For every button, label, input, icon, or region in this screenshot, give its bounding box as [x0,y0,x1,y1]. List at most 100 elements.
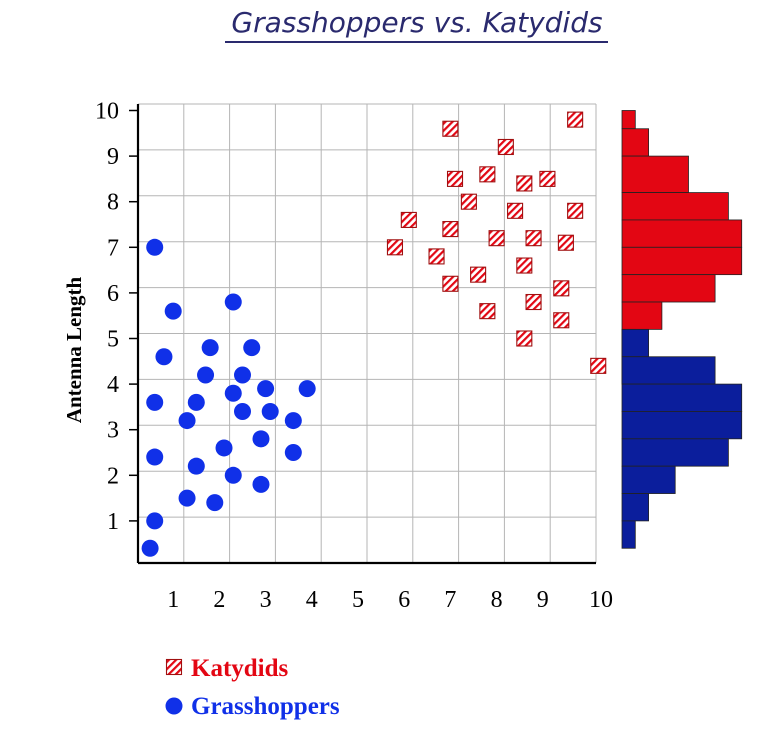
katydid-point [516,175,533,192]
grasshopper-point [146,512,164,530]
katydid-point [590,357,607,374]
katydid-histogram-bar [621,301,663,330]
katydid-point [553,312,570,329]
grasshopper-point [178,489,196,507]
grasshopper-point [197,366,215,384]
y-tick-label: 8 [107,190,119,216]
x-tick-label: 1 [167,587,179,613]
grasshopper-histogram-bar [621,356,716,385]
katydid-point [516,257,533,274]
katydid-point [539,170,556,187]
katydid-point [386,239,404,256]
katydid-point [488,230,505,247]
katydid-point [470,266,487,283]
grasshopper-point [146,448,164,466]
grasshopper-point [206,494,224,512]
grasshopper-point [243,339,261,357]
x-tick-labels: 1 2 3 4 5 6 7 8 9 10 [167,587,613,613]
katydid-histogram-bar [621,274,716,303]
grasshopper-histogram-bar [621,493,650,522]
grasshopper-point [252,430,270,448]
grasshopper-point [224,466,242,484]
axes [129,104,596,565]
grasshopper-point [298,380,316,398]
side-histogram [621,110,743,549]
y-tick-label: 4 [107,372,119,398]
grasshopper-point [141,539,159,557]
katydid-point [442,120,459,137]
grasshopper-point [164,302,182,320]
katydid-point [428,248,445,265]
y-tick-labels: 1 2 3 4 5 6 7 8 9 10 [95,99,119,535]
katydid-point [479,303,496,320]
grasshopper-point [261,402,279,420]
x-tick-label: 5 [352,587,364,613]
data-points [141,111,607,557]
y-tick-label: 5 [107,327,119,353]
y-tick-label: 1 [107,509,119,535]
katydid-point [525,230,542,247]
grasshopper-point [284,444,302,461]
y-tick-label: 7 [107,235,119,261]
x-tick-label: 7 [444,587,456,613]
katydid-histogram-bar [621,219,743,248]
grasshopper-point [146,238,164,256]
legend-grasshopper-dot [165,697,183,715]
x-tick-label: 8 [491,587,503,613]
katydid-point [507,202,524,219]
grasshopper-histogram-bar [621,465,676,494]
katydid-point [567,202,584,219]
katydid-histogram-bar [621,192,729,221]
katydid-point [525,293,542,311]
grasshopper-point [284,412,302,430]
grasshopper-point [224,384,242,402]
grasshopper-histogram-bar [621,383,743,412]
legend-grasshopper-marker-icon [165,697,183,715]
grasshopper-point [187,457,205,475]
x-tick-label: 10 [589,587,613,613]
katydid-point [446,170,464,187]
y-axis-label: Antenna Length [62,276,86,423]
x-tick-label: 2 [213,587,225,613]
katydid-histogram-bar [621,155,689,193]
grasshopper-histogram-bar [621,411,743,440]
y-tick-label: 6 [107,281,119,307]
y-tick-label: 10 [95,99,119,125]
katydid-histogram-bar [621,128,650,157]
grid-lines [138,103,597,563]
grasshopper-point [178,412,196,430]
grasshopper-point [155,348,173,366]
y-tick-label: 9 [107,144,119,170]
katydid-histogram-bar [621,110,636,130]
katydid-histogram-bar [621,246,743,276]
katydid-point [460,193,477,210]
grasshopper-point [215,439,233,457]
legend: Katydids Grasshoppers [165,655,340,720]
katydid-point [516,330,533,347]
katydid-point [567,111,584,128]
x-tick-label: 4 [306,587,318,613]
x-tick-label: 6 [398,587,410,613]
y-tick-label: 2 [107,463,119,489]
katydid-point [400,211,417,228]
katydid-point [442,221,459,238]
x-tick-label: 3 [260,587,272,613]
grasshopper-point [252,475,270,493]
grasshopper-point [234,366,251,384]
grasshopper-histogram-bar [621,520,636,549]
katydid-point [442,275,459,292]
katydid-point [553,280,570,297]
grasshopper-point [234,402,251,420]
x-tick-label: 9 [537,587,549,613]
grasshopper-point [224,293,242,311]
grasshopper-point [201,339,219,357]
grasshopper-histogram-bar [621,328,650,358]
grasshopper-point [257,380,275,398]
legend-katydid-square [165,658,183,676]
legend-label-grasshoppers: Grasshoppers [191,693,340,720]
chart-title: Grasshoppers vs. Katydids [231,6,602,39]
grasshopper-point [187,393,205,411]
katydid-point [497,138,514,156]
grasshopper-point [146,393,164,411]
